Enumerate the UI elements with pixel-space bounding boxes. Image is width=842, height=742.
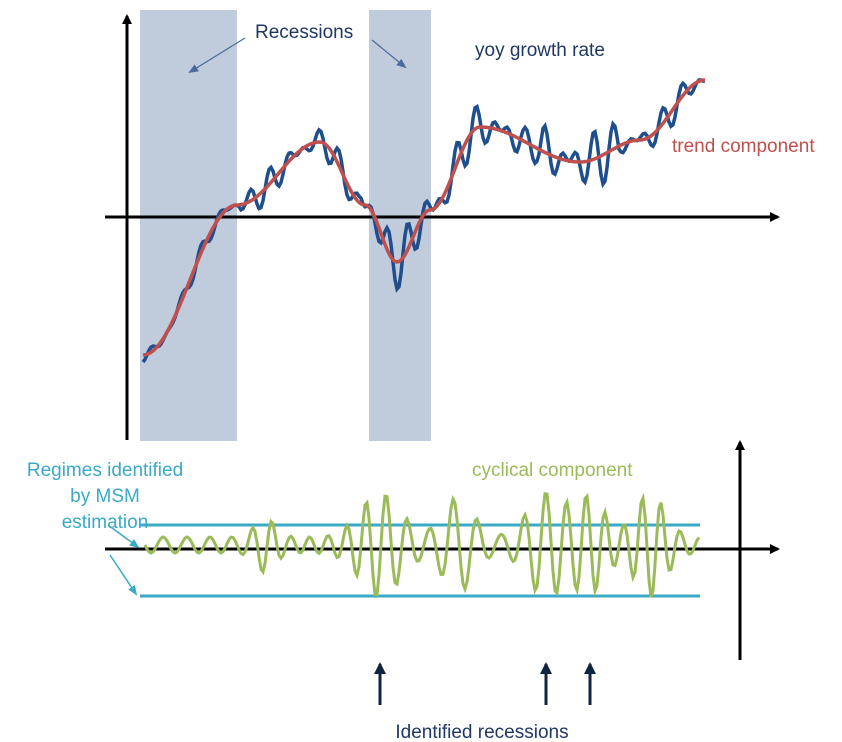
regimes-label: estimation (62, 512, 149, 533)
cyclical-curve (143, 491, 701, 598)
pointer-arrow (109, 554, 138, 596)
recessions-caption: Identified recessions (395, 722, 568, 742)
series-label: cyclical component (472, 460, 633, 481)
trend-curve (142, 78, 706, 357)
recessions-label: Recessions (255, 22, 353, 43)
regimes-label: Regimes identified (27, 460, 183, 481)
series-label: trend component (672, 136, 815, 157)
regimes-label: by MSM (70, 486, 140, 507)
pointer-arrow (188, 37, 246, 74)
pointer-arrow (371, 39, 407, 69)
recession-band (140, 10, 237, 441)
series-label: yoy growth rate (475, 40, 605, 61)
pointer-arrow (107, 524, 140, 549)
